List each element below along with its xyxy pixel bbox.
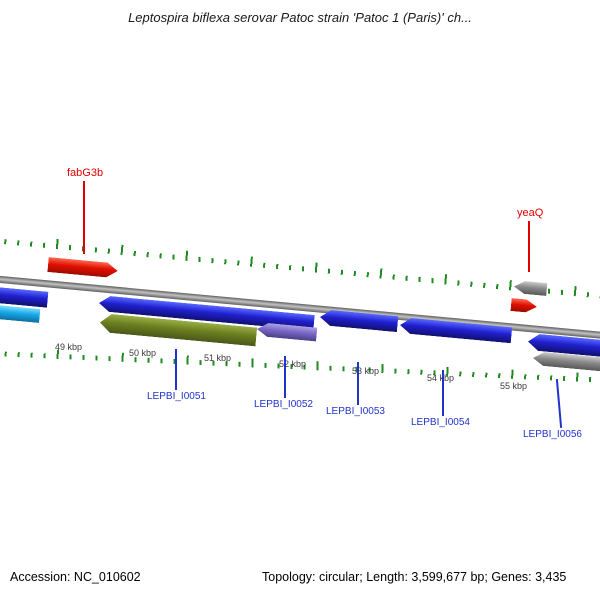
ruler-label-53kbp: 53 kbp	[352, 366, 380, 376]
status-topology: Topology: circular; Length: 3,599,677 bp…	[262, 570, 567, 584]
leader-line-yeaQ	[528, 221, 530, 272]
sequence-title: Leptospira biflexa serovar Patoc strain …	[128, 10, 472, 25]
gene-label-LEPBI-I0053[interactable]: LEPBI_I0053	[326, 406, 385, 417]
ruler-label-55kbp: 55 kbp	[500, 381, 528, 391]
leader-line-I0053	[357, 362, 359, 405]
gene-label-LEPBI-I0051[interactable]: LEPBI_I0051	[147, 391, 206, 402]
gene-label-LEPBI-I0052[interactable]: LEPBI_I0052	[254, 399, 313, 410]
gene-arrow-yeaQ[interactable]	[510, 298, 537, 313]
ruler-label-52kbp: 52 kbp	[279, 359, 307, 369]
gene-label-fabG3b[interactable]: fabG3b	[67, 167, 104, 179]
leader-line-I0052	[284, 356, 286, 398]
leader-line-fabG3b	[83, 181, 85, 254]
gene-arrow-fabG3b[interactable]	[47, 257, 118, 278]
gene-label-yeaQ[interactable]: yeaQ	[517, 207, 544, 219]
leader-line-I0056	[555, 379, 562, 428]
ruler-label-54kbp: 54 kbp	[427, 373, 455, 383]
status-accession: Accession: NC_010602	[10, 570, 141, 584]
ruler-label-50kbp: 50 kbp	[129, 348, 157, 358]
ruler-label-51kbp: 51 kbp	[204, 353, 232, 363]
gene-arrow-left-blue[interactable]	[0, 286, 48, 308]
gene-arrow-left-cyan[interactable]	[0, 304, 40, 323]
gene-label-LEPBI-I0056[interactable]: LEPBI_I0056	[523, 429, 582, 440]
ruler-label-49kbp: 49 kbp	[55, 342, 83, 352]
leader-line-I0051	[175, 349, 177, 390]
leader-line-I0054	[442, 370, 444, 416]
gene-label-LEPBI-I0054[interactable]: LEPBI_I0054	[411, 417, 470, 428]
